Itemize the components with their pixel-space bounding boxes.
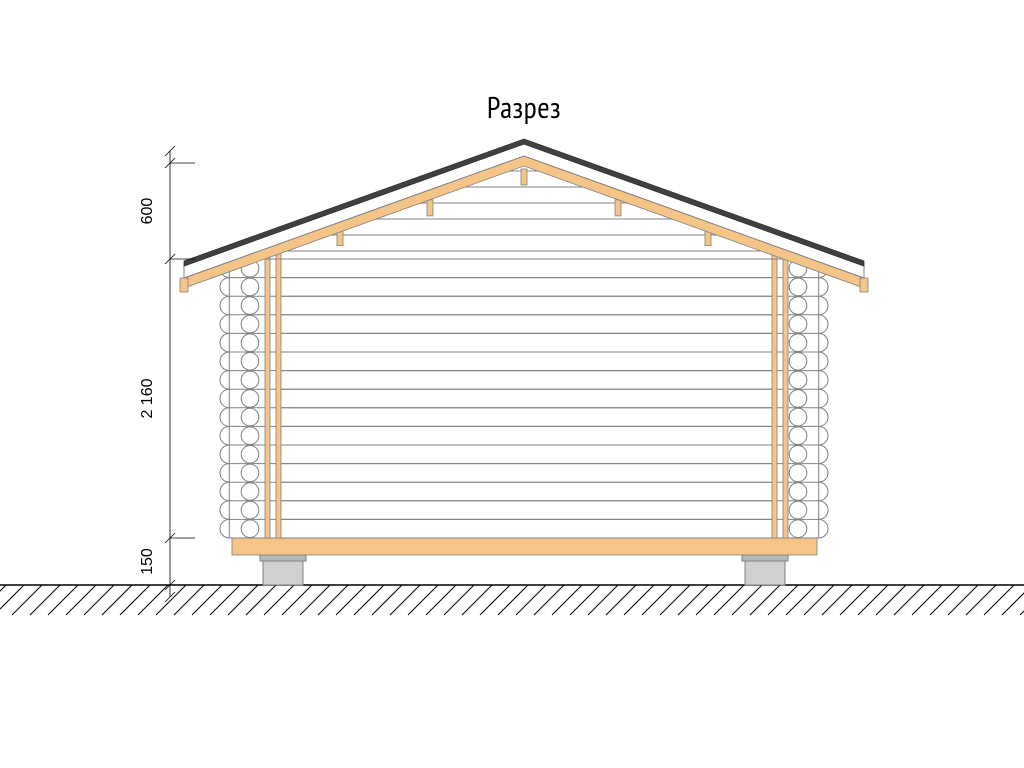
dimension-label: 600: [139, 198, 156, 225]
dimension-label: 2 160: [139, 378, 156, 418]
drawing-title: Разрез: [487, 88, 561, 127]
dimension-lines: 600 2 160 150: [139, 146, 195, 602]
section-drawing: Разрез 600 2 160 150: [0, 0, 1024, 768]
log-walls: [220, 259, 828, 538]
dimension-label: 150: [139, 548, 156, 575]
ground-hatch: [0, 585, 1024, 615]
roof: [180, 139, 868, 292]
floor-beam: [232, 538, 817, 555]
foundation-piers: [260, 555, 788, 585]
